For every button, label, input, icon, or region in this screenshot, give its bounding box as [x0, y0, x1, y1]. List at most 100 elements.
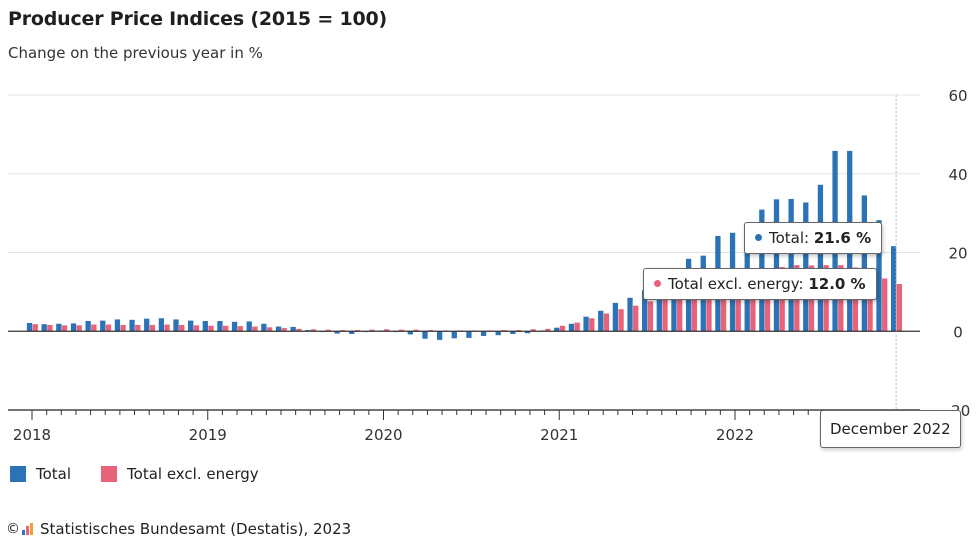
destatis-logo-icon	[22, 523, 34, 535]
bar-total[interactable]	[231, 321, 238, 332]
bar-total[interactable]	[70, 323, 77, 332]
bar-total[interactable]	[671, 275, 677, 332]
bar-excl-energy[interactable]	[91, 324, 97, 332]
bar-excl-energy[interactable]	[882, 278, 888, 332]
bar-excl-energy[interactable]	[296, 328, 302, 332]
bar-total[interactable]	[407, 331, 413, 335]
bar-excl-energy[interactable]	[618, 309, 624, 332]
bar-excl-energy[interactable]	[223, 325, 229, 332]
x-tick-label: 2021	[540, 426, 578, 444]
source-text: Statistisches Bundesamt (Destatis), 2023	[40, 520, 352, 538]
bar-excl-energy[interactable]	[545, 328, 551, 332]
bar-total[interactable]	[480, 331, 487, 336]
bar-total[interactable]	[524, 331, 531, 334]
bar-total[interactable]	[422, 331, 428, 339]
bar-total[interactable]	[627, 297, 633, 332]
bar-total[interactable]	[436, 331, 443, 340]
bar-total[interactable]	[612, 302, 619, 332]
bar-excl-energy[interactable]	[32, 324, 38, 332]
bar-excl-energy[interactable]	[135, 324, 141, 332]
bar-total[interactable]	[114, 319, 121, 332]
legend-label-excl-energy: Total excl. energy	[127, 465, 259, 483]
bar-excl-energy[interactable]	[735, 278, 741, 332]
bar-excl-energy[interactable]	[764, 269, 771, 332]
bar-total[interactable]	[173, 319, 179, 332]
bar-excl-energy[interactable]	[574, 322, 580, 332]
bar-excl-energy[interactable]	[120, 324, 126, 332]
legend-item-excl-energy[interactable]: Total excl. energy	[101, 465, 259, 483]
bar-excl-energy[interactable]	[720, 282, 727, 332]
bar-excl-energy[interactable]	[633, 305, 639, 332]
bar-excl-energy[interactable]	[310, 329, 317, 332]
bar-excl-energy[interactable]	[896, 284, 902, 332]
bar-excl-energy[interactable]	[867, 272, 873, 332]
bar-excl-energy[interactable]	[662, 297, 668, 332]
bar-excl-energy[interactable]	[325, 329, 331, 332]
bar-total[interactable]	[803, 202, 809, 332]
bar-total[interactable]	[100, 320, 106, 332]
bar-total[interactable]	[788, 198, 794, 332]
bar-total[interactable]	[773, 199, 780, 332]
bar-excl-energy[interactable]	[647, 301, 654, 332]
bar-total[interactable]	[583, 316, 589, 332]
bar-excl-energy[interactable]	[603, 313, 610, 332]
bar-total[interactable]	[466, 331, 472, 338]
bar-total[interactable]	[495, 331, 501, 336]
bar-excl-energy[interactable]	[208, 325, 214, 332]
bar-excl-energy[interactable]	[677, 293, 683, 332]
bar-excl-energy[interactable]	[76, 325, 82, 332]
bar-total[interactable]	[568, 323, 575, 332]
bar-total[interactable]	[334, 331, 340, 334]
bar-total[interactable]	[85, 321, 91, 332]
bar-total[interactable]	[158, 318, 165, 332]
bar-total[interactable]	[554, 327, 560, 332]
bar-total[interactable]	[642, 290, 648, 332]
bar-excl-energy[interactable]	[413, 329, 419, 332]
bar-total[interactable]	[861, 195, 868, 332]
bar-total[interactable]	[56, 323, 62, 332]
bar-excl-energy[interactable]	[237, 326, 243, 332]
bar-total[interactable]	[217, 321, 223, 332]
bar-excl-energy[interactable]	[384, 329, 390, 332]
bar-excl-energy[interactable]	[105, 324, 112, 332]
bar-total[interactable]	[275, 326, 282, 332]
bar-excl-energy[interactable]	[252, 326, 258, 332]
bar-total[interactable]	[817, 184, 824, 332]
bar-excl-energy[interactable]	[47, 324, 53, 332]
bar-excl-energy[interactable]	[266, 327, 273, 332]
bar-excl-energy[interactable]	[750, 275, 756, 332]
bar-excl-energy[interactable]	[706, 285, 712, 332]
bar-total[interactable]	[656, 284, 662, 332]
bar-total[interactable]	[349, 331, 355, 335]
bar-total[interactable]	[876, 220, 882, 332]
bar-total[interactable]	[26, 322, 33, 332]
bar-total[interactable]	[290, 326, 296, 332]
legend-item-total[interactable]: Total	[10, 465, 71, 483]
bar-excl-energy[interactable]	[164, 324, 170, 332]
bar-total[interactable]	[510, 331, 516, 335]
bar-total[interactable]	[202, 321, 208, 332]
bar-excl-energy[interactable]	[179, 324, 185, 332]
bar-excl-energy[interactable]	[61, 325, 68, 332]
bar-total[interactable]	[451, 331, 457, 339]
bar-excl-energy[interactable]	[530, 329, 536, 332]
legend-swatch-excl-energy	[101, 466, 118, 482]
bar-total[interactable]	[41, 324, 47, 332]
bar-excl-energy[interactable]	[559, 325, 566, 332]
bar-excl-energy[interactable]	[589, 318, 595, 332]
tooltip-excl-value: 12.0 %	[808, 275, 866, 293]
bar-total[interactable]	[188, 320, 194, 332]
source-line: © Statistisches Bundesamt (Destatis), 20…	[6, 520, 351, 538]
bar-excl-energy[interactable]	[398, 329, 405, 332]
bar-excl-energy[interactable]	[369, 329, 375, 332]
bar-total[interactable]	[891, 246, 897, 332]
bar-excl-energy[interactable]	[281, 328, 287, 332]
bar-excl-energy[interactable]	[149, 324, 156, 332]
bar-excl-energy[interactable]	[691, 289, 697, 332]
bar-total[interactable]	[144, 318, 150, 332]
bar-excl-energy[interactable]	[193, 325, 199, 332]
bar-total[interactable]	[129, 319, 135, 332]
bar-total[interactable]	[261, 323, 267, 332]
bar-total[interactable]	[598, 310, 604, 332]
bar-total[interactable]	[246, 321, 252, 332]
